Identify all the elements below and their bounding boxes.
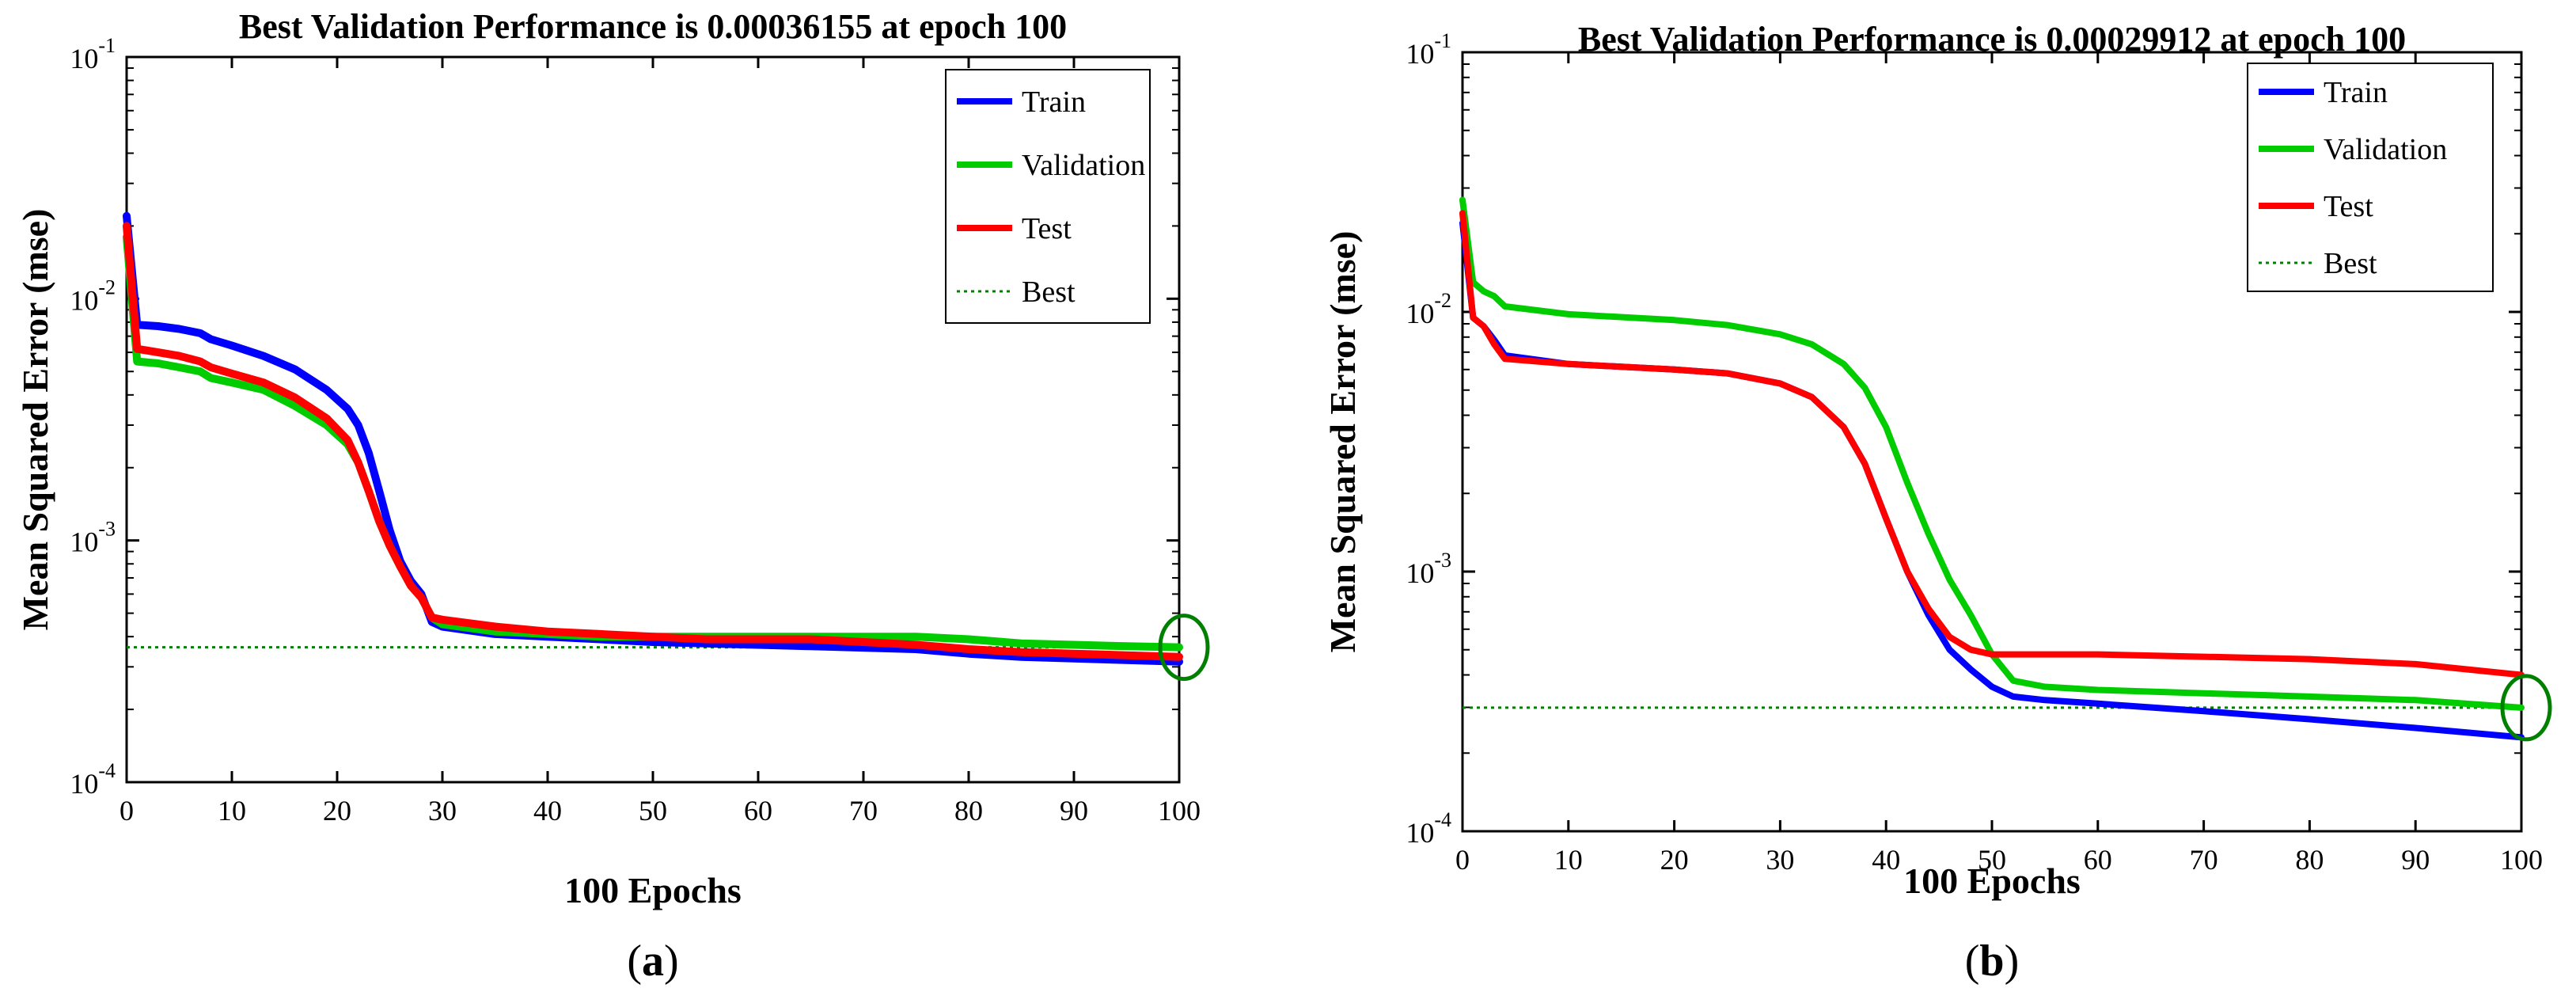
best-point-marker: [1158, 614, 1210, 682]
x-tick-label: 0: [120, 795, 134, 826]
legend: Train Validation Test Best: [945, 69, 1151, 324]
y-tick-base: 10: [70, 284, 98, 316]
series-line-test: [123, 222, 1183, 661]
y-tick-label: 10-3: [1406, 549, 1451, 589]
panel-label-close: ): [664, 937, 679, 986]
chart-panel-b: 0 10 20 30 40 50 60 70 80 90 10010-410-310-210-1Tr…: [1322, 20, 2552, 986]
y-tick-label: 10-3: [70, 518, 116, 558]
legend-label-test: Test: [1022, 212, 1072, 245]
x-tick-label: 10: [1554, 844, 1583, 876]
panel-label-open: (: [627, 937, 642, 986]
y-axis-label: Mean Squared Error (mse): [1322, 231, 1363, 653]
x-tick-label: 60: [744, 795, 772, 826]
y-tick-base: 10: [1406, 817, 1434, 849]
panel-label-letter: b: [1979, 937, 2004, 986]
y-tick-exponent: -3: [1434, 549, 1451, 572]
x-tick-label: 80: [2295, 844, 2324, 876]
panel-label-open: (: [1965, 937, 1980, 986]
best-point-marker: [2500, 674, 2552, 742]
y-tick-exponent: -3: [98, 518, 116, 541]
x-tick-label: 0: [1455, 844, 1470, 876]
chart-panel-a: 0 10 20 30 40 50 60 70 80 90 10010-410-310-210-1Tr…: [15, 7, 1210, 986]
y-tick-exponent: -1: [1434, 29, 1451, 52]
y-tick-label: 10-4: [70, 759, 116, 800]
x-axis-label: 100 Epochs: [1903, 861, 2081, 901]
chart-title: Best Validation Performance is 0.0003615…: [239, 7, 1067, 46]
x-tick-label: 30: [428, 795, 457, 826]
x-tick-label: 20: [323, 795, 351, 826]
y-tick-label: 10-4: [1406, 808, 1451, 849]
x-tick-label: 70: [849, 795, 878, 826]
y-tick-label: 10-2: [1406, 289, 1451, 329]
series-line-validation: [1459, 196, 2525, 711]
legend-label-best: Best: [1022, 276, 1076, 309]
y-tick-label: 10-2: [70, 276, 116, 316]
legend-label-validation: Validation: [2324, 133, 2447, 166]
y-tick-label: 10-1: [1406, 29, 1451, 70]
panel-label: (b): [1965, 937, 2019, 986]
x-tick-label: 70: [2190, 844, 2218, 876]
x-tick-label: 10: [218, 795, 246, 826]
y-tick-base: 10: [1406, 298, 1434, 329]
legend-label-train: Train: [2324, 76, 2388, 109]
x-tick-label: 90: [1060, 795, 1088, 826]
legend-label-test: Test: [2324, 190, 2373, 223]
legend-label-train: Train: [1022, 86, 1086, 119]
y-tick-base: 10: [70, 768, 98, 800]
x-tick-label: 50: [639, 795, 667, 826]
y-tick-base: 10: [1406, 557, 1434, 589]
x-tick-label: 50: [1978, 844, 2006, 876]
panel-label-close: ): [2005, 937, 2020, 986]
y-tick-exponent: -2: [98, 276, 116, 298]
legend-box: [2247, 63, 2494, 292]
x-tick-label: 40: [1872, 844, 1900, 876]
y-axis-label: Mean Squared Error (mse): [15, 209, 55, 631]
panel-label: (a): [627, 937, 678, 986]
y-tick-exponent: -4: [1434, 808, 1451, 831]
legend-label-best: Best: [2324, 247, 2377, 280]
y-tick-base: 10: [70, 526, 98, 558]
x-tick-label: 60: [2084, 844, 2112, 876]
x-tick-label: 100: [1158, 795, 1201, 826]
panel-label-letter: a: [642, 937, 664, 986]
y-tick-exponent: -4: [98, 759, 116, 782]
y-tick-label: 10-1: [70, 34, 116, 74]
y-tick-base: 10: [70, 43, 98, 74]
x-tick-label: 40: [533, 795, 562, 826]
x-tick-label: 30: [1766, 844, 1794, 876]
legend-label-validation: Validation: [1022, 149, 1145, 182]
x-tick-label: 20: [1660, 844, 1689, 876]
chart-title: Best Validation Performance is 0.0002991…: [1578, 20, 2406, 59]
y-tick-exponent: -1: [98, 34, 116, 57]
y-tick-base: 10: [1406, 38, 1434, 70]
legend-box: [945, 69, 1151, 324]
x-tick-label: 80: [954, 795, 983, 826]
legend: Train Validation Test Best: [2247, 63, 2494, 292]
x-axis-label: 100 Epochs: [564, 870, 742, 910]
x-tick-label: 90: [2401, 844, 2430, 876]
y-tick-exponent: -2: [1434, 289, 1451, 312]
series-line-test: [1459, 210, 2525, 678]
x-tick-label: 100: [2500, 844, 2543, 876]
